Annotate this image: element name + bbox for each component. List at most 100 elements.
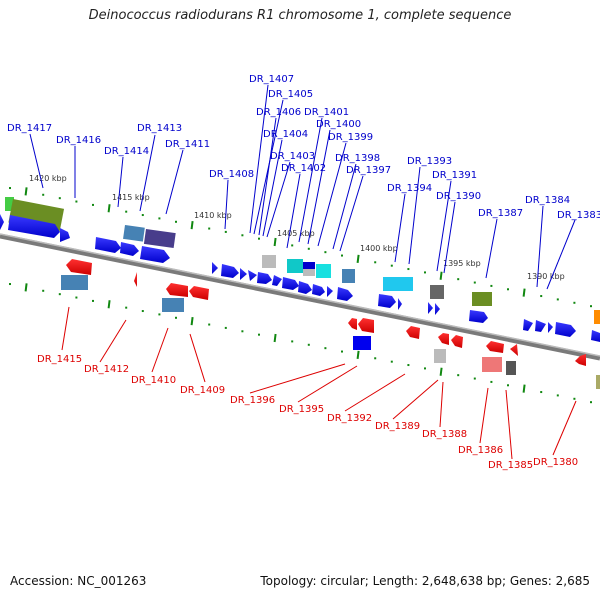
gene-arrow[interactable] [428, 302, 433, 314]
gene-label[interactable]: DR_1394 [387, 183, 432, 194]
gene-arrow[interactable] [591, 330, 600, 342]
gene-label[interactable]: DR_1409 [180, 385, 225, 396]
gene-label[interactable]: DR_1416 [56, 135, 101, 146]
gene-label[interactable]: DR_1392 [327, 413, 372, 424]
gene-label[interactable]: DR_1400 [316, 119, 361, 130]
gene-arrow[interactable] [212, 262, 218, 274]
gene-arrow[interactable] [282, 277, 299, 290]
gene-arrow[interactable] [523, 319, 533, 331]
gene-label[interactable]: DR_1385 [488, 460, 533, 471]
gene-box[interactable] [430, 285, 444, 299]
reverse-scale-track [9, 283, 592, 404]
gene-box[interactable] [162, 298, 184, 312]
gene-label[interactable]: DR_1399 [328, 132, 373, 143]
gene-arrow[interactable] [0, 214, 4, 230]
gene-arrow[interactable] [337, 287, 353, 301]
gene-label[interactable]: DR_1408 [209, 169, 254, 180]
gene-box[interactable] [383, 277, 413, 291]
gene-box[interactable] [262, 255, 276, 268]
gene-box[interactable] [353, 336, 371, 350]
gene-box[interactable] [506, 361, 516, 375]
gene-box[interactable] [303, 262, 315, 270]
gene-arrow[interactable] [469, 310, 488, 323]
gene-arrow[interactable] [257, 272, 272, 284]
gene-arrow[interactable] [327, 286, 333, 297]
gene-arrow[interactable] [406, 326, 420, 339]
gene-arrow[interactable] [555, 322, 576, 337]
gene-arrow[interactable] [240, 268, 247, 280]
gene-box[interactable] [123, 225, 145, 242]
gene-label[interactable]: DR_1414 [104, 146, 149, 157]
gene-arrow[interactable] [435, 303, 440, 315]
gene-arrow[interactable] [95, 237, 121, 253]
gene-arrow[interactable] [312, 284, 325, 296]
gene-box[interactable] [434, 349, 446, 363]
gene-box[interactable] [342, 269, 355, 283]
gene-arrow[interactable] [272, 275, 282, 286]
gene-label[interactable]: DR_1380 [533, 457, 578, 468]
gene-label[interactable]: DR_1401 [304, 107, 349, 118]
gene-arrow[interactable] [120, 242, 139, 256]
gene-arrow[interactable] [358, 318, 374, 333]
gene-label[interactable]: DR_1393 [407, 156, 452, 167]
gene-box[interactable] [316, 264, 331, 278]
gene-arrow[interactable] [510, 344, 518, 356]
gene-box[interactable] [596, 375, 600, 389]
gene-label[interactable]: DR_1388 [422, 429, 467, 440]
gene-box[interactable] [472, 292, 492, 306]
gene-label[interactable]: DR_1412 [84, 364, 129, 375]
gene-label[interactable]: DR_1390 [436, 191, 481, 202]
gene-arrow[interactable] [398, 298, 402, 310]
gene-arrow[interactable] [166, 283, 188, 297]
gene-arrow[interactable] [348, 318, 357, 330]
leader-line [436, 180, 452, 272]
gene-label[interactable]: DR_1395 [279, 404, 324, 415]
gene-label[interactable]: DR_1407 [249, 74, 294, 85]
gene-arrow[interactable] [140, 246, 170, 263]
gene-box[interactable] [594, 310, 600, 324]
gene-label[interactable]: DR_1417 [7, 123, 52, 134]
gene-label[interactable]: DR_1406 [256, 107, 301, 118]
gene-arrow[interactable] [248, 270, 257, 281]
gene-arrow[interactable] [189, 286, 209, 300]
gene-label[interactable]: DR_1402 [281, 163, 326, 174]
gene-label[interactable]: DR_1404 [263, 129, 308, 140]
gene-label[interactable]: DR_1397 [346, 165, 391, 176]
gene-label[interactable]: DR_1389 [375, 421, 420, 432]
gene-label[interactable]: DR_1387 [478, 208, 523, 219]
gene-label[interactable]: DR_1410 [131, 375, 176, 386]
gene-box[interactable] [61, 275, 88, 290]
gene-arrow[interactable] [535, 320, 546, 332]
gene-label[interactable]: DR_1413 [137, 123, 182, 134]
gene-arrow[interactable] [8, 215, 60, 238]
gene-arrow[interactable] [451, 335, 463, 348]
gene-arrow[interactable] [66, 259, 92, 275]
gene-box[interactable] [143, 229, 176, 249]
gene-label[interactable]: DR_1391 [432, 170, 477, 181]
gene-label[interactable]: DR_1384 [525, 195, 570, 206]
leader-line [99, 319, 127, 363]
gene-arrow[interactable] [134, 272, 137, 287]
gene-arrow[interactable] [438, 333, 449, 345]
gene-arrow[interactable] [298, 281, 312, 294]
scale-tick [522, 288, 526, 297]
gene-arrow[interactable] [486, 341, 504, 353]
gene-arrow[interactable] [575, 354, 586, 366]
gene-label[interactable]: DR_1396 [230, 395, 275, 406]
gene-arrow[interactable] [378, 294, 396, 308]
gene-label[interactable]: DR_1405 [268, 89, 313, 100]
gene-box[interactable] [482, 357, 502, 372]
gene-label[interactable]: DR_1386 [458, 445, 503, 456]
gene-arrow[interactable] [221, 264, 239, 278]
gene-label[interactable]: DR_1398 [335, 153, 380, 164]
gene-label[interactable]: DR_1403 [270, 151, 315, 162]
gene-arrow[interactable] [548, 322, 553, 333]
gene-box[interactable] [5, 197, 14, 211]
gene-arrow[interactable] [60, 228, 70, 242]
gene-label[interactable]: DR_1411 [165, 139, 210, 150]
gene-label[interactable]: DR_1415 [37, 354, 82, 365]
gene-box[interactable] [287, 259, 303, 273]
gene-box[interactable] [303, 269, 315, 276]
gene-label[interactable]: DR_1383 [557, 210, 600, 221]
